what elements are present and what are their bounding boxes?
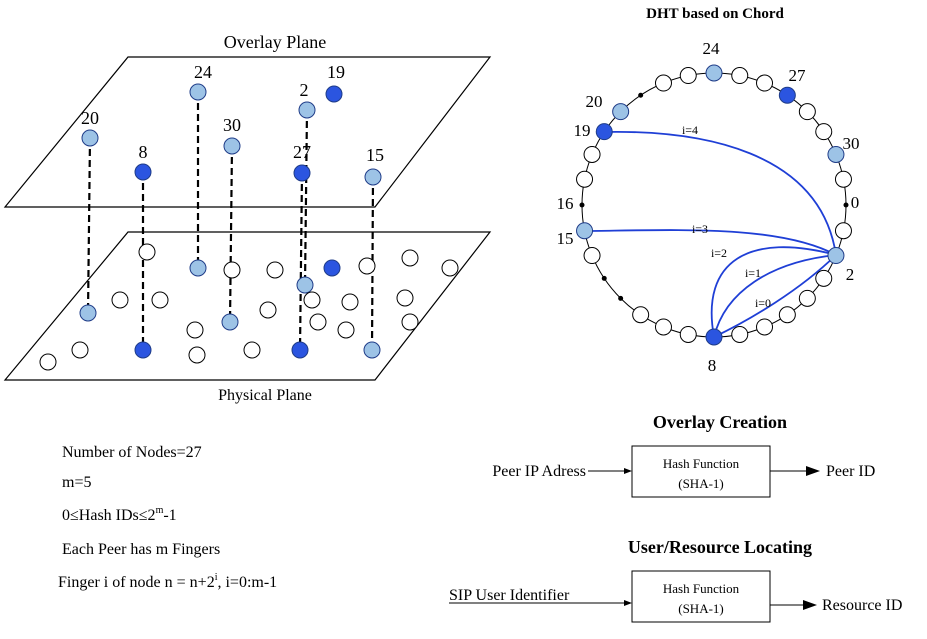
box-text: (SHA-1) — [678, 601, 724, 616]
ring-node — [827, 145, 845, 163]
ring-node — [601, 275, 607, 281]
ring-label: 15 — [557, 229, 574, 248]
node-label: 15 — [366, 145, 384, 165]
arrowhead — [806, 466, 820, 476]
ring-node — [576, 170, 594, 188]
ring-node — [815, 123, 833, 141]
ring-node — [679, 67, 697, 85]
box-text: Hash Function — [663, 581, 740, 596]
ring-node — [612, 103, 630, 121]
node-label: 30 — [223, 115, 241, 135]
output-label: Resource ID — [822, 597, 902, 614]
ring-node — [705, 64, 723, 82]
overlay-plane-label: Overlay Plane — [224, 32, 326, 52]
physical-plane-label: Physical Plane — [218, 387, 312, 404]
box-text: (SHA-1) — [678, 476, 724, 491]
node-label: 8 — [139, 142, 148, 162]
chord-title: DHT based on Chord — [646, 6, 784, 22]
ring-node — [843, 202, 849, 208]
ring-node — [679, 325, 697, 343]
note: Each Peer has m Fingers — [62, 541, 220, 558]
hash-box — [631, 570, 771, 623]
node-label: 20 — [81, 108, 99, 128]
ring-node — [654, 318, 672, 336]
input-label: SIP User Identifier — [449, 587, 570, 604]
ring-node — [632, 306, 650, 324]
ring-node — [834, 170, 852, 188]
ring-node — [731, 325, 749, 343]
note: Number of Nodes=27 — [62, 444, 202, 461]
finger-label: i=2 — [711, 246, 727, 260]
note: m=5 — [62, 474, 91, 491]
ring-label: 16 — [557, 194, 574, 213]
finger-label: i=4 — [682, 123, 698, 137]
ring-node — [756, 74, 774, 92]
arrowhead — [624, 468, 632, 474]
ring-node — [583, 145, 601, 163]
ring-node — [834, 222, 852, 240]
ring-nodes — [576, 64, 852, 346]
ring-node — [583, 247, 601, 265]
node-label: 24 — [194, 62, 212, 82]
ring-node — [638, 92, 644, 98]
ring-node — [827, 247, 845, 265]
note: Finger i of node n = n+2i, i=0:m-1 — [58, 572, 277, 591]
box-text: Hash Function — [663, 456, 740, 471]
ring-label: 30 — [843, 134, 860, 153]
finger-label: i=1 — [745, 266, 761, 280]
ring-node — [756, 318, 774, 336]
input-label: Peer IP Adress — [492, 463, 586, 480]
ring-node — [579, 202, 585, 208]
section-title: User/Resource Locating — [628, 537, 812, 557]
ring-node — [815, 269, 833, 287]
physical-nodes — [39, 243, 459, 371]
output-label: Peer ID — [826, 463, 875, 480]
node-label: 27 — [293, 142, 311, 162]
finger-label: i=0 — [755, 296, 771, 310]
node-label: 19 — [327, 62, 345, 82]
hash-box — [631, 445, 771, 498]
finger-label: i=3 — [692, 222, 708, 236]
ring-node — [705, 328, 723, 346]
links — [86, 92, 375, 351]
ring-node — [654, 74, 672, 92]
overlay-nodes: 20 8 24 30 2 19 27 15 — [81, 62, 384, 186]
ring-node — [618, 295, 624, 301]
ring-node — [778, 86, 796, 104]
ring-node — [595, 123, 613, 141]
note: 0≤Hash IDs≤2m-1 — [62, 505, 177, 524]
arrowhead — [624, 600, 632, 606]
ring-label: 24 — [703, 39, 721, 58]
physical-plane — [3, 231, 492, 381]
ring-label: 27 — [789, 66, 807, 85]
ring-label: 8 — [708, 356, 717, 375]
ring-label: 19 — [574, 121, 591, 140]
ring-label: 20 — [586, 92, 603, 111]
ring-node — [798, 289, 816, 307]
arrowhead — [803, 600, 817, 610]
overlay-plane — [3, 56, 492, 208]
section-title: Overlay Creation — [653, 412, 787, 432]
ring-label: 2 — [846, 265, 855, 284]
ring-node — [576, 222, 594, 240]
ring-node — [798, 103, 816, 121]
ring-node — [731, 67, 749, 85]
node-label: 2 — [300, 80, 309, 100]
ring-label: 0 — [851, 193, 860, 212]
ring-node — [778, 306, 796, 324]
fingers — [584, 130, 837, 338]
